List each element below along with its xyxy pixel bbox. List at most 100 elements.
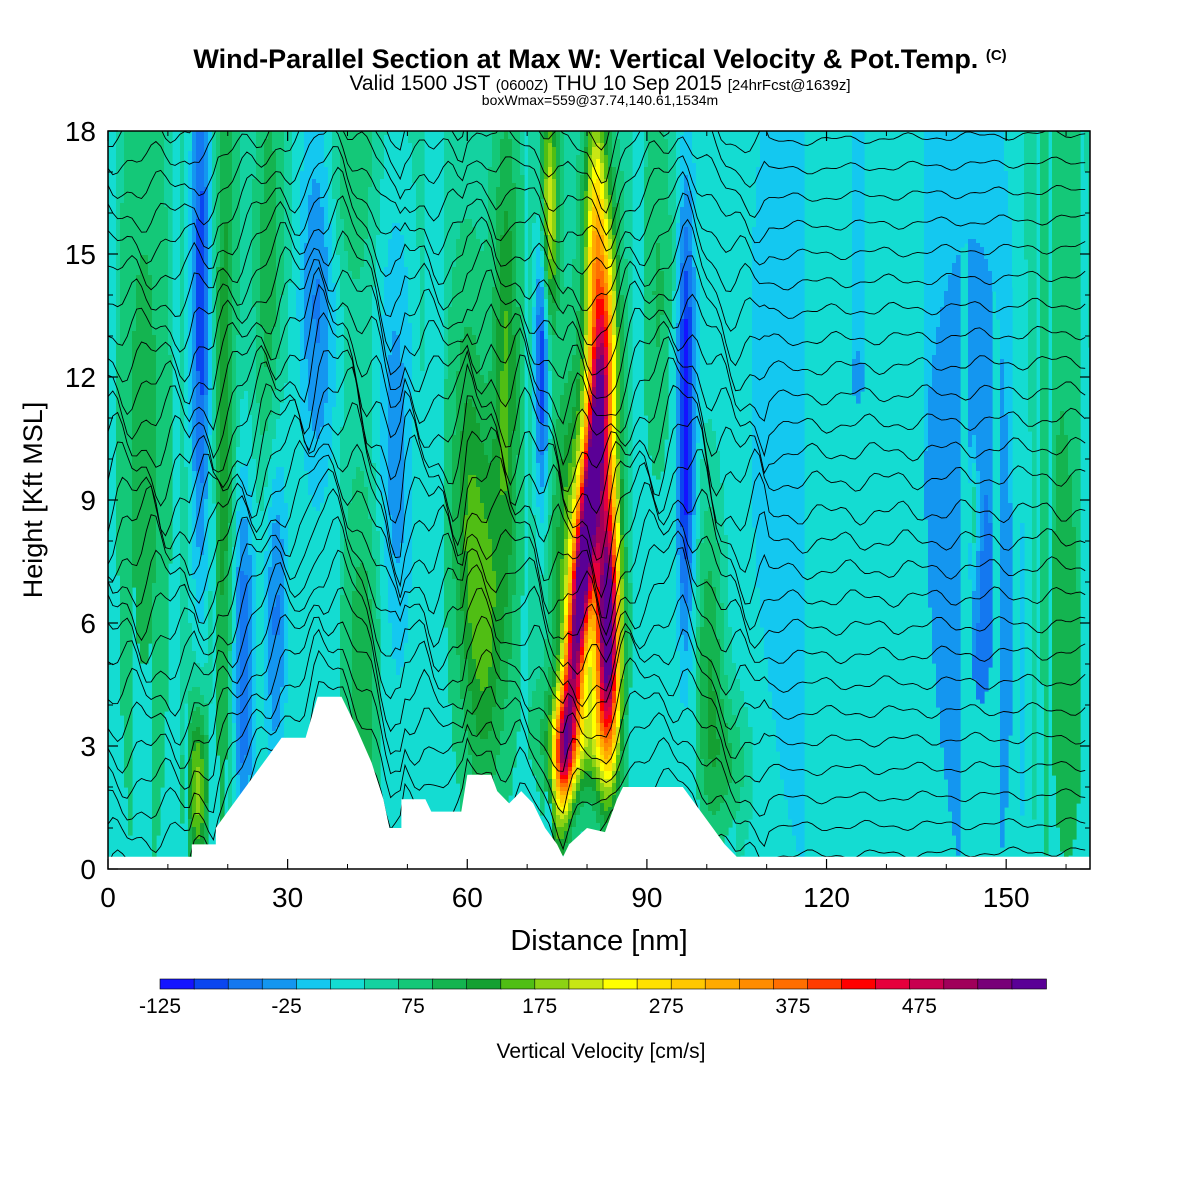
field-cell xyxy=(280,403,285,468)
field-cell xyxy=(136,131,141,276)
field-cell xyxy=(204,803,209,856)
field-cell xyxy=(600,491,605,576)
field-cell xyxy=(660,131,665,272)
field-cell xyxy=(548,695,553,716)
field-cell xyxy=(648,131,653,456)
field-cell xyxy=(592,583,597,592)
theta-contour xyxy=(108,349,1086,537)
field-cell xyxy=(652,295,657,476)
field-cell xyxy=(312,507,317,608)
field-cell xyxy=(684,515,689,560)
y-tick-label: 9 xyxy=(80,485,96,516)
field-cell xyxy=(264,367,269,432)
field-cell xyxy=(264,139,269,368)
field-cell xyxy=(600,143,605,164)
field-cell xyxy=(684,131,689,176)
field-cell xyxy=(548,279,553,296)
field-cell xyxy=(360,471,365,564)
field-cell xyxy=(584,471,589,480)
y-tick-label: 18 xyxy=(65,116,96,147)
field-cell xyxy=(536,279,541,316)
field-cell xyxy=(576,463,581,476)
field-cell xyxy=(584,595,589,604)
field-cell xyxy=(584,147,589,192)
field-cell xyxy=(576,567,581,644)
x-axis-label: Distance [nm] xyxy=(510,925,687,957)
x-tick-label: 0 xyxy=(100,882,116,913)
field-cell xyxy=(408,143,413,324)
field-cell xyxy=(576,511,581,520)
field-cell xyxy=(604,763,609,772)
field-cell xyxy=(408,591,413,772)
forecast-label: [24hrFcst@1639z] xyxy=(727,77,851,94)
field-cell xyxy=(696,539,701,628)
valid-utc: (0600Z) xyxy=(495,77,549,94)
field-cell xyxy=(564,771,569,776)
colorbar-tick-label: 175 xyxy=(522,995,557,1018)
field-cell xyxy=(1012,131,1017,288)
axes: 0 30 60 90 120 150 0 3 6 9 12 15 18 xyxy=(65,116,1090,913)
field-cell xyxy=(192,751,197,828)
field-cell xyxy=(280,687,285,768)
field-cell xyxy=(244,755,249,812)
field-cell xyxy=(316,343,321,440)
field-cell xyxy=(720,131,725,484)
field-cell xyxy=(608,739,613,748)
field-cell xyxy=(532,691,537,776)
field-cell xyxy=(444,131,449,380)
field-cell xyxy=(788,131,793,820)
field-cell xyxy=(572,815,577,828)
field-cell xyxy=(244,519,249,576)
field-cell xyxy=(740,787,745,856)
field-cell xyxy=(564,723,569,756)
field-cell xyxy=(596,543,601,564)
field-cell xyxy=(584,771,589,788)
field-cell xyxy=(716,639,721,740)
field-cell xyxy=(616,131,621,140)
field-cell xyxy=(596,791,601,804)
field-cell xyxy=(568,791,573,796)
chart-title-main: Wind-Parallel Section at Max W: Vertical… xyxy=(193,44,979,74)
field-cell xyxy=(564,783,569,788)
field-cell xyxy=(260,203,265,328)
field-cell xyxy=(604,255,609,268)
field-cell xyxy=(516,131,521,308)
field-cell xyxy=(264,487,269,552)
field-cell xyxy=(240,763,245,816)
field-cell xyxy=(688,515,693,564)
field-cell xyxy=(608,567,613,580)
field-cell xyxy=(560,731,565,764)
field-cell xyxy=(1072,131,1077,528)
theta-contour xyxy=(108,488,1086,683)
field-cell xyxy=(248,415,253,492)
field-cell xyxy=(128,131,133,836)
field-cell xyxy=(568,759,573,764)
field-cell xyxy=(592,631,597,648)
field-cell xyxy=(540,251,545,268)
field-cell xyxy=(560,719,565,724)
field-cell xyxy=(600,355,605,376)
field-cell xyxy=(120,131,125,204)
field-cell xyxy=(612,455,617,488)
field-cell xyxy=(328,131,333,224)
field-cell xyxy=(484,687,489,740)
field-cell xyxy=(564,131,569,288)
field-cell xyxy=(472,407,477,476)
field-cell xyxy=(480,503,485,692)
field-cell xyxy=(976,551,981,624)
field-cell xyxy=(232,643,237,724)
field-cell xyxy=(320,427,325,504)
theta-contour xyxy=(108,311,1086,507)
field-cell xyxy=(580,655,585,664)
field-cell xyxy=(560,819,565,828)
field-cell xyxy=(484,519,489,688)
field-cell xyxy=(568,771,573,776)
field-cell xyxy=(604,759,609,764)
field-cell xyxy=(608,807,613,824)
colorbar-swatch xyxy=(227,978,264,990)
field-cell xyxy=(536,131,541,216)
field-cell xyxy=(268,131,273,360)
field-cell xyxy=(1064,131,1069,436)
field-cell xyxy=(508,231,513,556)
field-cell xyxy=(684,319,689,516)
